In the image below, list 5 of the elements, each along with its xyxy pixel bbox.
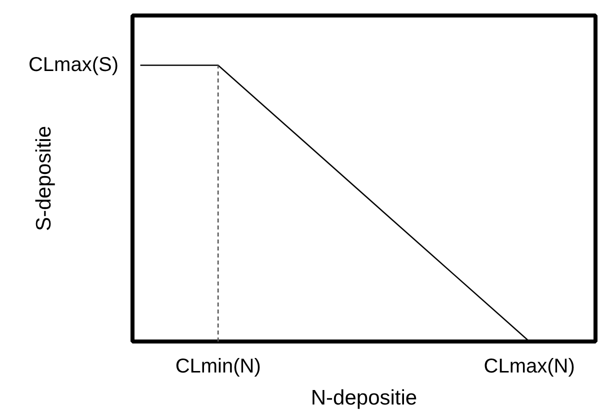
x-axis-title: N-depositie (310, 386, 418, 410)
x-tick-label: CLmax(N) (484, 356, 575, 378)
y-axis-title: S-depositie (32, 126, 56, 232)
x-tick-label: CLmin(N) (175, 356, 261, 378)
text: CLmax(S) (28, 54, 119, 76)
